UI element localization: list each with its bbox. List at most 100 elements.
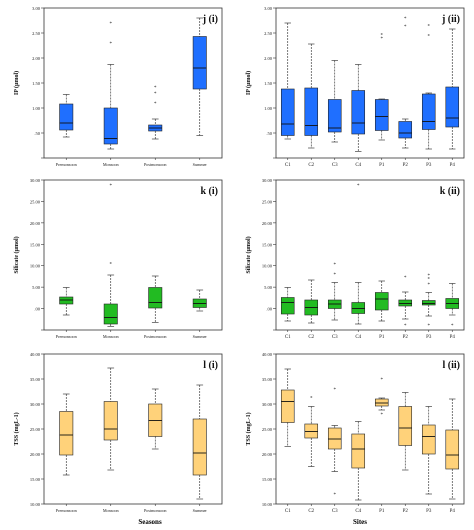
x-tick-label: P4	[450, 509, 456, 514]
panel-label: l (ii)	[443, 360, 461, 371]
y-tick-label: 15.00	[262, 242, 273, 247]
x-axis-title-sites: Sites	[353, 518, 367, 526]
box-C1	[280, 368, 295, 447]
box-iqr	[421, 424, 436, 455]
y-tick-label: 10.00	[30, 502, 41, 507]
y-tick-label: 25.00	[262, 199, 273, 204]
panel-j-ii: .50 1.00 1.50 2.00 2.50 3.00 IP (µmol) j (ii) C1…	[245, 6, 465, 168]
box-iqr	[148, 287, 163, 309]
y-tick-label: 5.00	[264, 285, 273, 290]
x-tick-label: C4	[355, 509, 361, 514]
x-tick-label: C2	[308, 335, 314, 340]
outlier-point: *	[451, 324, 454, 329]
y-tick-label: 25.00	[30, 199, 41, 204]
y-tick-label: 1.00	[32, 106, 41, 111]
box-P4	[445, 28, 460, 150]
plot-frame	[275, 353, 465, 505]
y-tick-label: 2.00	[32, 56, 41, 61]
y-tick-label: 35.00	[30, 377, 41, 382]
x-tick-label: Summer	[193, 334, 208, 339]
box-iqr	[421, 93, 436, 130]
outlier-point: *	[110, 184, 113, 189]
x-tick-label: P4	[450, 335, 456, 340]
box-iqr	[192, 36, 207, 90]
x-tick-label: Premonsoon	[56, 334, 78, 339]
panel-j-i: .50 1.00 1.50 2.00 2.50 3.00 IP (µmol) j (i) Pre…	[13, 6, 223, 167]
x-tick-label: C3	[332, 509, 338, 514]
box-Postmonsoon	[148, 388, 163, 450]
box-iqr	[327, 99, 342, 133]
y-tick-label: 1.50	[32, 81, 41, 86]
box-iqr	[280, 297, 295, 315]
box-Premonsoon	[59, 287, 74, 316]
y-tick-label: 5.00	[32, 285, 41, 290]
outlier-point: *	[110, 263, 113, 268]
outlier-point: *	[381, 378, 384, 383]
box-P2	[398, 392, 413, 471]
box-Monsoon	[103, 367, 118, 471]
box-P3: ****	[421, 274, 436, 329]
y-tick-label: 15.00	[30, 477, 41, 482]
box-Summer	[192, 289, 207, 312]
y-tick-label: 25.00	[262, 427, 273, 432]
outlier-point: *	[110, 22, 113, 27]
outlier-point: *	[428, 283, 431, 288]
panel-k-i: .00 5.00 10.00 15.00 20.00 25.00 30.00 Silicate…	[13, 178, 223, 339]
box-P1: **	[374, 34, 389, 141]
box-C3: **	[327, 263, 342, 321]
outlier-point: *	[357, 184, 360, 189]
panel-label: k (i)	[201, 186, 219, 197]
box-C2: *	[304, 397, 319, 467]
panel-label: j (ii)	[441, 14, 460, 25]
box-P3: **	[421, 25, 436, 150]
outlier-point: *	[154, 86, 157, 91]
x-tick-label: P3	[426, 509, 432, 514]
box-C1	[280, 287, 295, 322]
x-tick-label: C2	[308, 509, 314, 514]
outlier-point: *	[381, 34, 384, 39]
box-Premonsoon	[59, 94, 74, 138]
box-iqr	[398, 406, 413, 446]
box-iqr	[59, 103, 74, 131]
outlier-point: *	[404, 17, 407, 22]
x-tick-label: Premonsoon	[56, 508, 78, 513]
box-C3	[327, 60, 342, 143]
box-iqr	[398, 299, 413, 307]
outlier-point: *	[404, 25, 407, 30]
y-tick-label: 2.50	[32, 31, 41, 36]
outlier-point: *	[310, 397, 313, 402]
y-tick-label: 30.00	[30, 178, 41, 183]
x-tick-label: Monsoon	[103, 334, 120, 339]
box-C4	[351, 64, 366, 152]
y-tick-label: 15.00	[262, 477, 273, 482]
outlier-point: *	[110, 42, 113, 47]
panel-l-i: 10.00 15.00 20.00 25.00 30.00 35.00 40.00 TSS (…	[13, 352, 223, 513]
box-iqr	[421, 300, 436, 306]
panel-k-ii: .00 5.00 10.00 15.00 20.00 25.00 30.00 Silicate…	[245, 178, 465, 340]
box-P1	[374, 280, 389, 322]
x-tick-label: P3	[426, 335, 432, 340]
y-tick-label: 20.00	[262, 452, 273, 457]
y-axis-title: IP (µmol)	[245, 71, 252, 95]
x-tick-label: Premonsoon	[56, 162, 78, 167]
box-iqr	[192, 418, 207, 476]
y-tick-label: 35.00	[262, 377, 273, 382]
y-tick-label: 10.00	[30, 264, 41, 269]
y-tick-label: 10.00	[262, 264, 273, 269]
y-tick-label: 2.50	[264, 31, 273, 36]
box-iqr	[351, 90, 366, 135]
x-tick-label: Summer	[193, 508, 208, 513]
y-tick-label: .50	[266, 131, 272, 136]
x-tick-label: C3	[332, 335, 338, 340]
x-tick-label: C1	[285, 509, 291, 514]
box-C4	[351, 421, 366, 501]
box-Premonsoon	[59, 393, 74, 476]
outlier-point: *	[428, 278, 431, 283]
box-iqr	[445, 86, 460, 128]
y-axis-title: IP (µmol)	[13, 71, 20, 95]
box-Summer	[192, 17, 207, 136]
outlier-point: *	[404, 276, 407, 281]
x-tick-label: Monsoon	[103, 508, 120, 513]
box-Summer	[192, 384, 207, 500]
